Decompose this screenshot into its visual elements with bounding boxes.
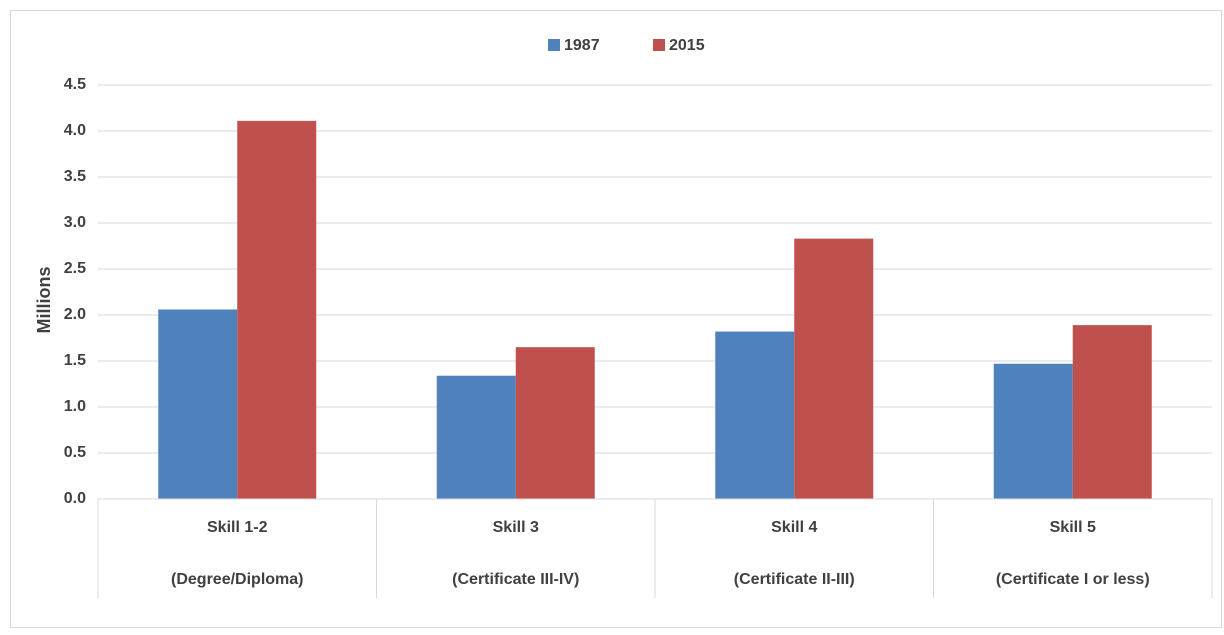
y-tick-label: 0.5 (64, 444, 86, 461)
legend-swatch (548, 39, 560, 51)
bar (158, 309, 238, 499)
y-tick-label: 4.5 (64, 76, 86, 93)
y-tick-label: 0.0 (64, 490, 86, 507)
y-tick-label: 2.5 (64, 260, 86, 277)
bar (715, 331, 795, 499)
y-tick-label: 1.5 (64, 352, 86, 369)
x-tick-label: (Degree/Diploma) (171, 571, 303, 588)
bar (237, 120, 317, 499)
bar (1072, 325, 1152, 499)
y-tick-label: 4.0 (64, 122, 86, 139)
y-axis-title: Millions (34, 267, 54, 334)
y-tick-label: 3.0 (64, 214, 86, 231)
x-tick-label: Skill 3 (493, 519, 539, 536)
x-tick-label: Skill 5 (1050, 519, 1096, 536)
x-tick-label: (Certificate III-IV) (452, 571, 579, 588)
x-tick-label: Skill 4 (771, 519, 817, 536)
y-tick-label: 2.0 (64, 306, 86, 323)
y-tick-label: 3.5 (64, 168, 86, 185)
bar (993, 363, 1073, 499)
legend-label: 2015 (669, 37, 705, 54)
x-tick-label: (Certificate II-III) (734, 571, 855, 588)
y-tick-label: 1.0 (64, 398, 86, 415)
x-tick-label: Skill 1-2 (207, 519, 268, 536)
legend-label: 1987 (564, 37, 600, 54)
legend-swatch (653, 39, 665, 51)
x-tick-label: (Certificate I or less) (996, 571, 1150, 588)
bar (794, 238, 874, 499)
bar (515, 347, 595, 499)
bar (436, 375, 516, 499)
